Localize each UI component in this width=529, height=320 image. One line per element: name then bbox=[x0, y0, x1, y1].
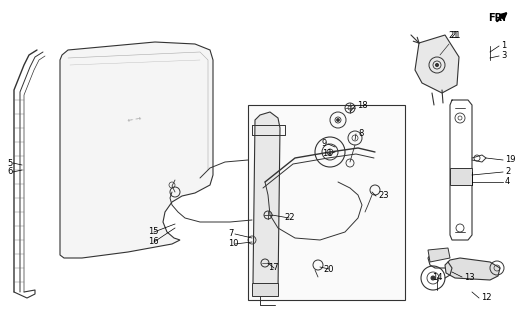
Polygon shape bbox=[450, 168, 472, 185]
Text: 5: 5 bbox=[7, 158, 12, 167]
Text: 20: 20 bbox=[323, 265, 333, 274]
Text: 21: 21 bbox=[448, 31, 459, 41]
Text: 7: 7 bbox=[228, 229, 233, 238]
Circle shape bbox=[336, 118, 340, 122]
Text: FR.: FR. bbox=[488, 13, 506, 23]
Text: 6: 6 bbox=[7, 167, 12, 177]
Text: 18: 18 bbox=[357, 101, 368, 110]
Text: ← →: ← → bbox=[127, 116, 142, 124]
Polygon shape bbox=[428, 248, 450, 262]
Circle shape bbox=[431, 276, 435, 280]
Text: 19: 19 bbox=[505, 156, 515, 164]
Text: 15: 15 bbox=[148, 228, 159, 236]
Polygon shape bbox=[415, 35, 459, 93]
Text: 3: 3 bbox=[501, 52, 506, 60]
Text: 9: 9 bbox=[322, 140, 327, 148]
Polygon shape bbox=[252, 283, 278, 296]
Text: 22: 22 bbox=[284, 213, 295, 222]
Polygon shape bbox=[60, 42, 213, 258]
Circle shape bbox=[435, 63, 439, 67]
Text: 11: 11 bbox=[322, 149, 333, 158]
Text: 1: 1 bbox=[501, 42, 506, 51]
Polygon shape bbox=[253, 112, 280, 295]
Text: 12: 12 bbox=[481, 293, 491, 302]
Text: 2: 2 bbox=[505, 167, 510, 177]
Text: 17: 17 bbox=[268, 263, 279, 273]
Text: 21: 21 bbox=[450, 31, 461, 41]
Polygon shape bbox=[445, 258, 500, 280]
Text: 8: 8 bbox=[358, 130, 363, 139]
Text: 10: 10 bbox=[228, 239, 239, 249]
Text: 16: 16 bbox=[148, 237, 159, 246]
Text: 14: 14 bbox=[432, 273, 442, 282]
Text: 23: 23 bbox=[378, 191, 389, 201]
Polygon shape bbox=[248, 105, 405, 300]
Text: 13: 13 bbox=[464, 273, 475, 282]
Text: 4: 4 bbox=[505, 178, 510, 187]
